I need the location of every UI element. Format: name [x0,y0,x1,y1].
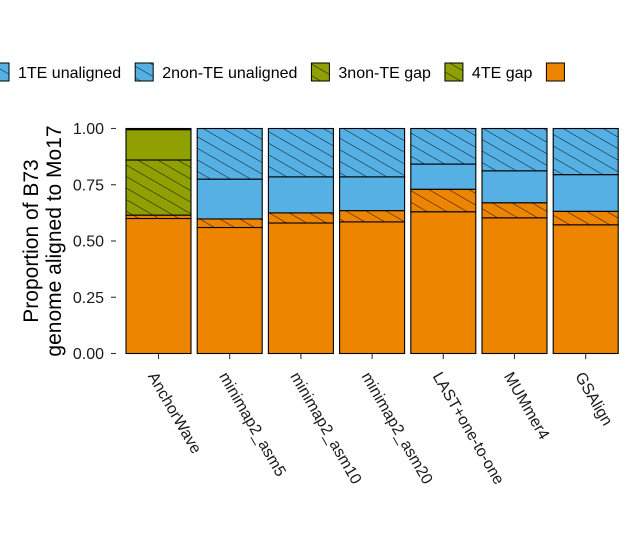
x-axis: AnchorWave minimap2_asm5minimap2_asm10min… [144,354,615,488]
bar-segment-s2 [482,170,547,203]
y-axis: 0.00 0.25 0.50 0.75 1.00 [73,121,116,363]
bar-segment-hatch [339,128,405,177]
bars [125,127,619,355]
bar-segment-hatch [268,128,334,177]
legend-key-outline [444,62,464,82]
legend: 1TE unaligned 2non-TE unaligned 3non-TE ga… [0,62,565,82]
bar-segment-hatch [126,160,191,216]
bar-segment-outline [481,127,548,172]
bar-segment-s6 [197,227,263,354]
bar-segment-outline [552,127,619,176]
bar-segment-s6 [482,217,547,354]
legend-label: 3non-TE gap [338,65,431,82]
bar-segment-s2 [197,179,263,219]
x-tick-label: minimap2_asm10 [286,370,364,488]
x-tick-label: AnchorWave [144,370,204,457]
bar-segment-hatch [482,128,547,171]
bar-segment-s2 [339,176,405,211]
legend-key-outline [310,62,330,82]
bar-segment-s6 [339,221,405,354]
bar-segment-outline [196,127,263,180]
bar-segment-hatch [268,212,334,223]
x-tick-label: LAST+one-to-one [429,370,507,488]
x-tick-label: MUMmer4 [500,370,552,443]
bar-segment-hatch [410,189,476,212]
legend-key-hatch [311,63,330,81]
legend-key-outline [0,62,10,82]
bar-segment-hatch [126,128,191,130]
x-tick-label: minimap2_asm5 [215,370,288,480]
y-tick-label: 0.50 [73,234,104,251]
bar-segment-outline [339,127,406,178]
bar-segment-hatch [553,128,619,175]
legend-key-outline [134,62,154,82]
y-tick-label: 0.25 [73,290,104,307]
bar-segment-outline [267,127,334,178]
legend-key-hatch [444,63,463,81]
legend-label: 2non-TE unaligned [162,65,297,82]
legend-label: 1TE unaligned [18,65,121,82]
bar-segment-hatch [126,215,191,219]
y-tick-label: 0.75 [73,177,104,194]
bar-segment-s2 [553,174,619,212]
y-axis-title-line: Proportion of B73 [20,159,43,322]
legend-label: 4TE gap [472,65,533,82]
y-axis-title-line: genome aligned to Mo17 [43,125,66,356]
bar-segment-s6 [126,218,191,354]
bar-segment-hatch [339,210,405,222]
bar-segment-s2 [410,164,476,190]
legend-key-outline [545,62,565,82]
bar-segment-hatch [197,218,263,228]
bar-segment-outline [125,127,192,131]
bar-segment-outline [410,127,477,165]
bar-segment-s2 [268,176,334,213]
bar-segment-hatch [197,128,263,180]
y-axis-title: Proportion of B73genome aligned to Mo17 [20,125,66,356]
bar-segment-s6 [268,223,334,354]
legend-key-hatch [135,63,154,81]
bar-segment-s3 [126,129,191,160]
bar-segment-hatch [410,128,476,165]
y-tick-label: 0.00 [73,346,104,363]
legend-key-hatch [0,63,9,81]
bar-segment-hatch [482,202,547,218]
bar-segment-s6 [410,211,476,354]
legend-key [546,63,565,81]
x-tick-label: GSAlign [571,370,615,429]
x-tick-label: minimap2_asm20 [358,370,436,488]
bar-segment-hatch [553,211,619,225]
y-tick-label: 1.00 [73,121,104,138]
bar-segment-s6 [553,224,619,354]
